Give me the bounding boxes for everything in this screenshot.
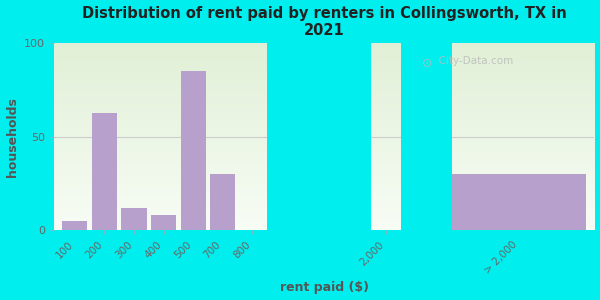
Text: City-Data.com: City-Data.com bbox=[433, 56, 514, 66]
Text: ⊙: ⊙ bbox=[422, 57, 432, 70]
Bar bbox=[452, 174, 586, 230]
Bar bbox=[401, 43, 452, 230]
Bar bbox=[92, 112, 117, 230]
Bar bbox=[151, 215, 176, 230]
Bar bbox=[268, 43, 371, 230]
X-axis label: rent paid ($): rent paid ($) bbox=[280, 281, 369, 294]
Title: Distribution of rent paid by renters in Collingsworth, TX in
2021: Distribution of rent paid by renters in … bbox=[82, 6, 566, 38]
Y-axis label: households: households bbox=[5, 97, 19, 177]
Bar bbox=[62, 221, 88, 230]
Bar bbox=[211, 174, 235, 230]
Bar bbox=[121, 208, 146, 230]
Bar bbox=[181, 71, 206, 230]
